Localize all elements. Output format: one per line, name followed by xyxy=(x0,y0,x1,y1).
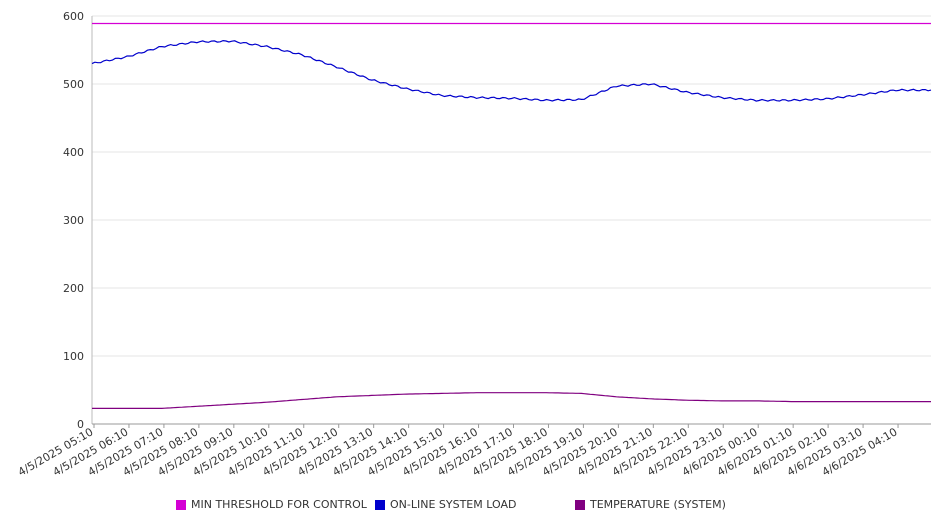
y-tick-label: 300 xyxy=(63,214,84,227)
legend-item-system-load: ON-LINE SYSTEM LOAD xyxy=(375,498,516,511)
legend-swatch-system-load xyxy=(375,499,385,510)
legend-item-min-threshold: MIN THRESHOLD FOR CONTROL xyxy=(176,498,367,511)
legend-label-min-threshold: MIN THRESHOLD FOR CONTROL xyxy=(191,498,367,511)
y-tick-label: 0 xyxy=(77,418,84,431)
y-tick-label: 600 xyxy=(63,10,84,23)
legend-swatch-min-threshold xyxy=(176,499,186,510)
chart-legend: MIN THRESHOLD FOR CONTROL ON-LINE SYSTEM… xyxy=(0,498,946,518)
legend-label-temperature: TEMPERATURE (SYSTEM) xyxy=(590,498,726,511)
legend-swatch-temperature xyxy=(575,499,585,510)
y-tick-label: 500 xyxy=(63,78,84,91)
y-tick-label: 400 xyxy=(63,146,84,159)
legend-label-system-load: ON-LINE SYSTEM LOAD xyxy=(390,498,517,511)
series-line xyxy=(91,39,932,102)
y-tick-label: 100 xyxy=(63,350,84,363)
series-line xyxy=(92,392,931,409)
y-tick-label: 200 xyxy=(63,282,84,295)
legend-item-temperature: TEMPERATURE (SYSTEM) xyxy=(575,498,726,511)
